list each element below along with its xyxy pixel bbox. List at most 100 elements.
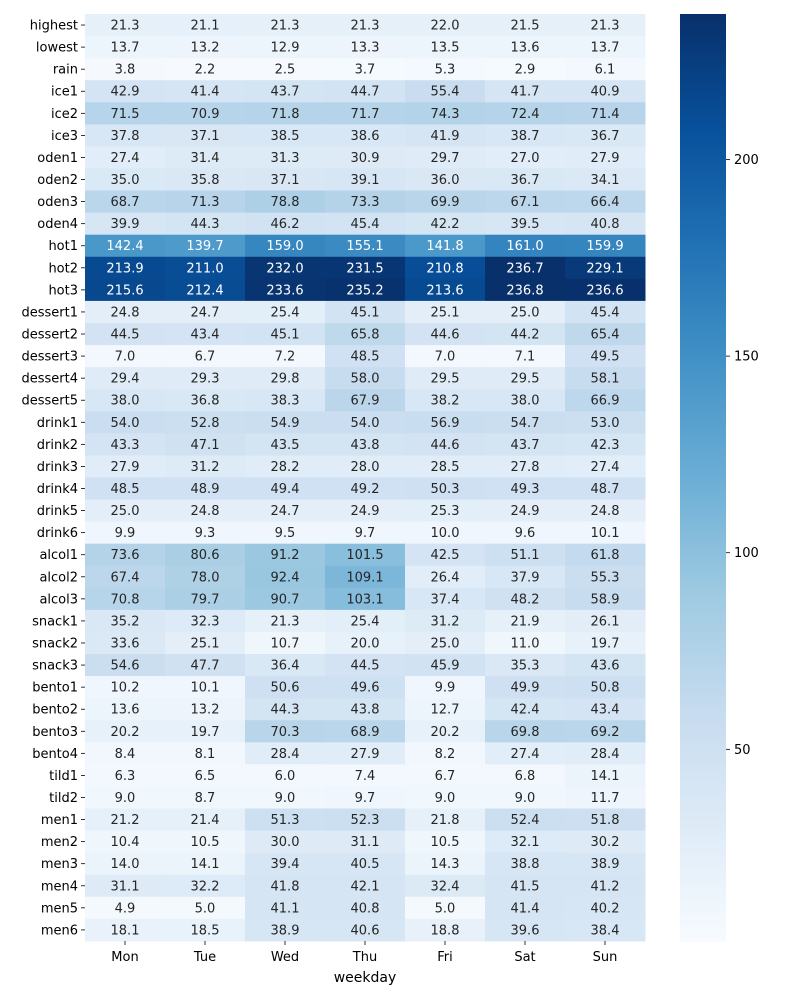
cell-value-label: 91.2 [271,548,300,563]
heatmap-cell [565,918,646,942]
cell-value-label: 13.2 [191,41,220,56]
heatmap-cell [405,36,486,59]
cell-value-label: 71.5 [111,107,140,122]
colorbar-tick-label: 50 [734,743,751,758]
cell-value-label: 43.7 [271,85,300,100]
cell-value-label: 70.8 [111,592,140,607]
cell-value-label: 9.0 [115,791,136,806]
heatmap-cell [405,896,486,920]
cell-value-label: 13.2 [191,703,220,718]
heatmap-cell [245,477,326,501]
heatmap-cell [85,698,166,721]
cell-value-label: 37.1 [191,129,220,144]
cell-value-label: 24.8 [591,504,620,519]
row-label: hot3 [48,283,78,298]
cell-value-label: 47.1 [191,438,220,453]
heatmap-cell [325,14,406,37]
heatmap-cell [85,609,166,633]
heatmap-cell [85,256,166,280]
heatmap-cell [485,389,566,412]
heatmap-cell [405,565,486,589]
cell-value-label: 49.6 [351,681,380,696]
cell-value-label: 8.2 [435,747,456,762]
heatmap-cell [325,720,406,743]
heatmap-cell [85,764,166,787]
heatmap-cell [405,874,486,898]
cell-value-label: 73.6 [111,548,140,563]
heatmap-cell [245,124,326,147]
row-label: men5 [41,901,78,916]
heatmap-cell [405,212,486,236]
cell-value-label: 41.7 [511,85,540,100]
heatmap-cell [405,631,486,655]
heatmap-cell [165,676,246,699]
heatmap-cell [85,455,166,478]
cell-value-label: 25.1 [191,636,220,651]
row-label: alcol3 [39,592,78,607]
cell-value-label: 11.7 [591,791,620,806]
heatmap-cell [245,389,326,412]
cell-value-label: 9.0 [435,791,456,806]
cell-value-label: 42.2 [431,217,460,232]
heatmap-cell [485,830,566,854]
cell-value-label: 48.7 [591,482,620,497]
heatmap-cell [325,587,406,611]
heatmap-cell [405,102,486,125]
heatmap-cell [325,521,406,545]
heatmap-cell [165,631,246,655]
cell-value-label: 54.0 [111,416,140,431]
heatmap-cell [485,322,566,346]
cell-value-label: 28.0 [351,460,380,475]
heatmap-cell [165,852,246,876]
heatmap-cell [565,433,646,456]
cell-value-label: 20.2 [111,725,140,740]
heatmap-cell [245,918,326,942]
cell-value-label: 29.8 [271,372,300,387]
heatmap-cell [85,300,166,324]
cell-value-label: 236.6 [586,283,623,298]
cell-value-label: 7.0 [115,350,136,365]
cell-value-label: 7.4 [355,769,376,784]
cell-value-label: 211.0 [186,261,223,276]
cell-value-label: 36.8 [191,394,220,409]
heatmap-cell [405,609,486,633]
cell-value-label: 101.5 [346,548,383,563]
cell-value-label: 21.3 [111,19,140,34]
cell-value-label: 38.6 [351,129,380,144]
heatmap-cell [485,168,566,192]
heatmap-cell [565,124,646,147]
heatmap-cell [565,14,646,37]
cell-value-label: 32.1 [511,835,540,850]
cell-value-label: 51.3 [271,813,300,828]
heatmap-cell [485,146,566,169]
cell-value-label: 67.1 [511,195,540,210]
row-label: alcol1 [39,548,78,563]
row-label: men6 [41,923,78,938]
cell-value-label: 38.0 [511,394,540,409]
heatmap-cell [485,874,566,898]
column-label: Mon [111,950,138,965]
cell-value-label: 66.9 [591,394,620,409]
cell-value-label: 39.9 [111,217,140,232]
cell-value-label: 70.3 [271,725,300,740]
cell-value-label: 21.3 [271,614,300,629]
column-labels: Mon Tue Wed Thu Fri Sat Sun [111,940,617,965]
heatmap-cell [165,322,246,346]
cell-value-label: 47.7 [191,659,220,674]
heatmap-cell [485,102,566,125]
heatmap-cell [245,852,326,876]
cell-value-label: 13.7 [111,41,140,56]
cell-value-label: 68.9 [351,725,380,740]
heatmap-cell [85,742,166,765]
cell-value-label: 9.6 [515,526,536,541]
cell-value-label: 25.3 [431,504,460,519]
cell-value-label: 19.7 [191,725,220,740]
heatmap-cell [245,278,326,302]
cell-value-label: 24.8 [191,504,220,519]
heatmap-cell [565,499,646,523]
cell-value-label: 74.3 [431,107,460,122]
heatmap-cell [245,654,326,677]
cell-value-label: 25.1 [431,305,460,320]
cell-value-label: 25.0 [431,636,460,651]
heatmap-cell [405,58,486,81]
